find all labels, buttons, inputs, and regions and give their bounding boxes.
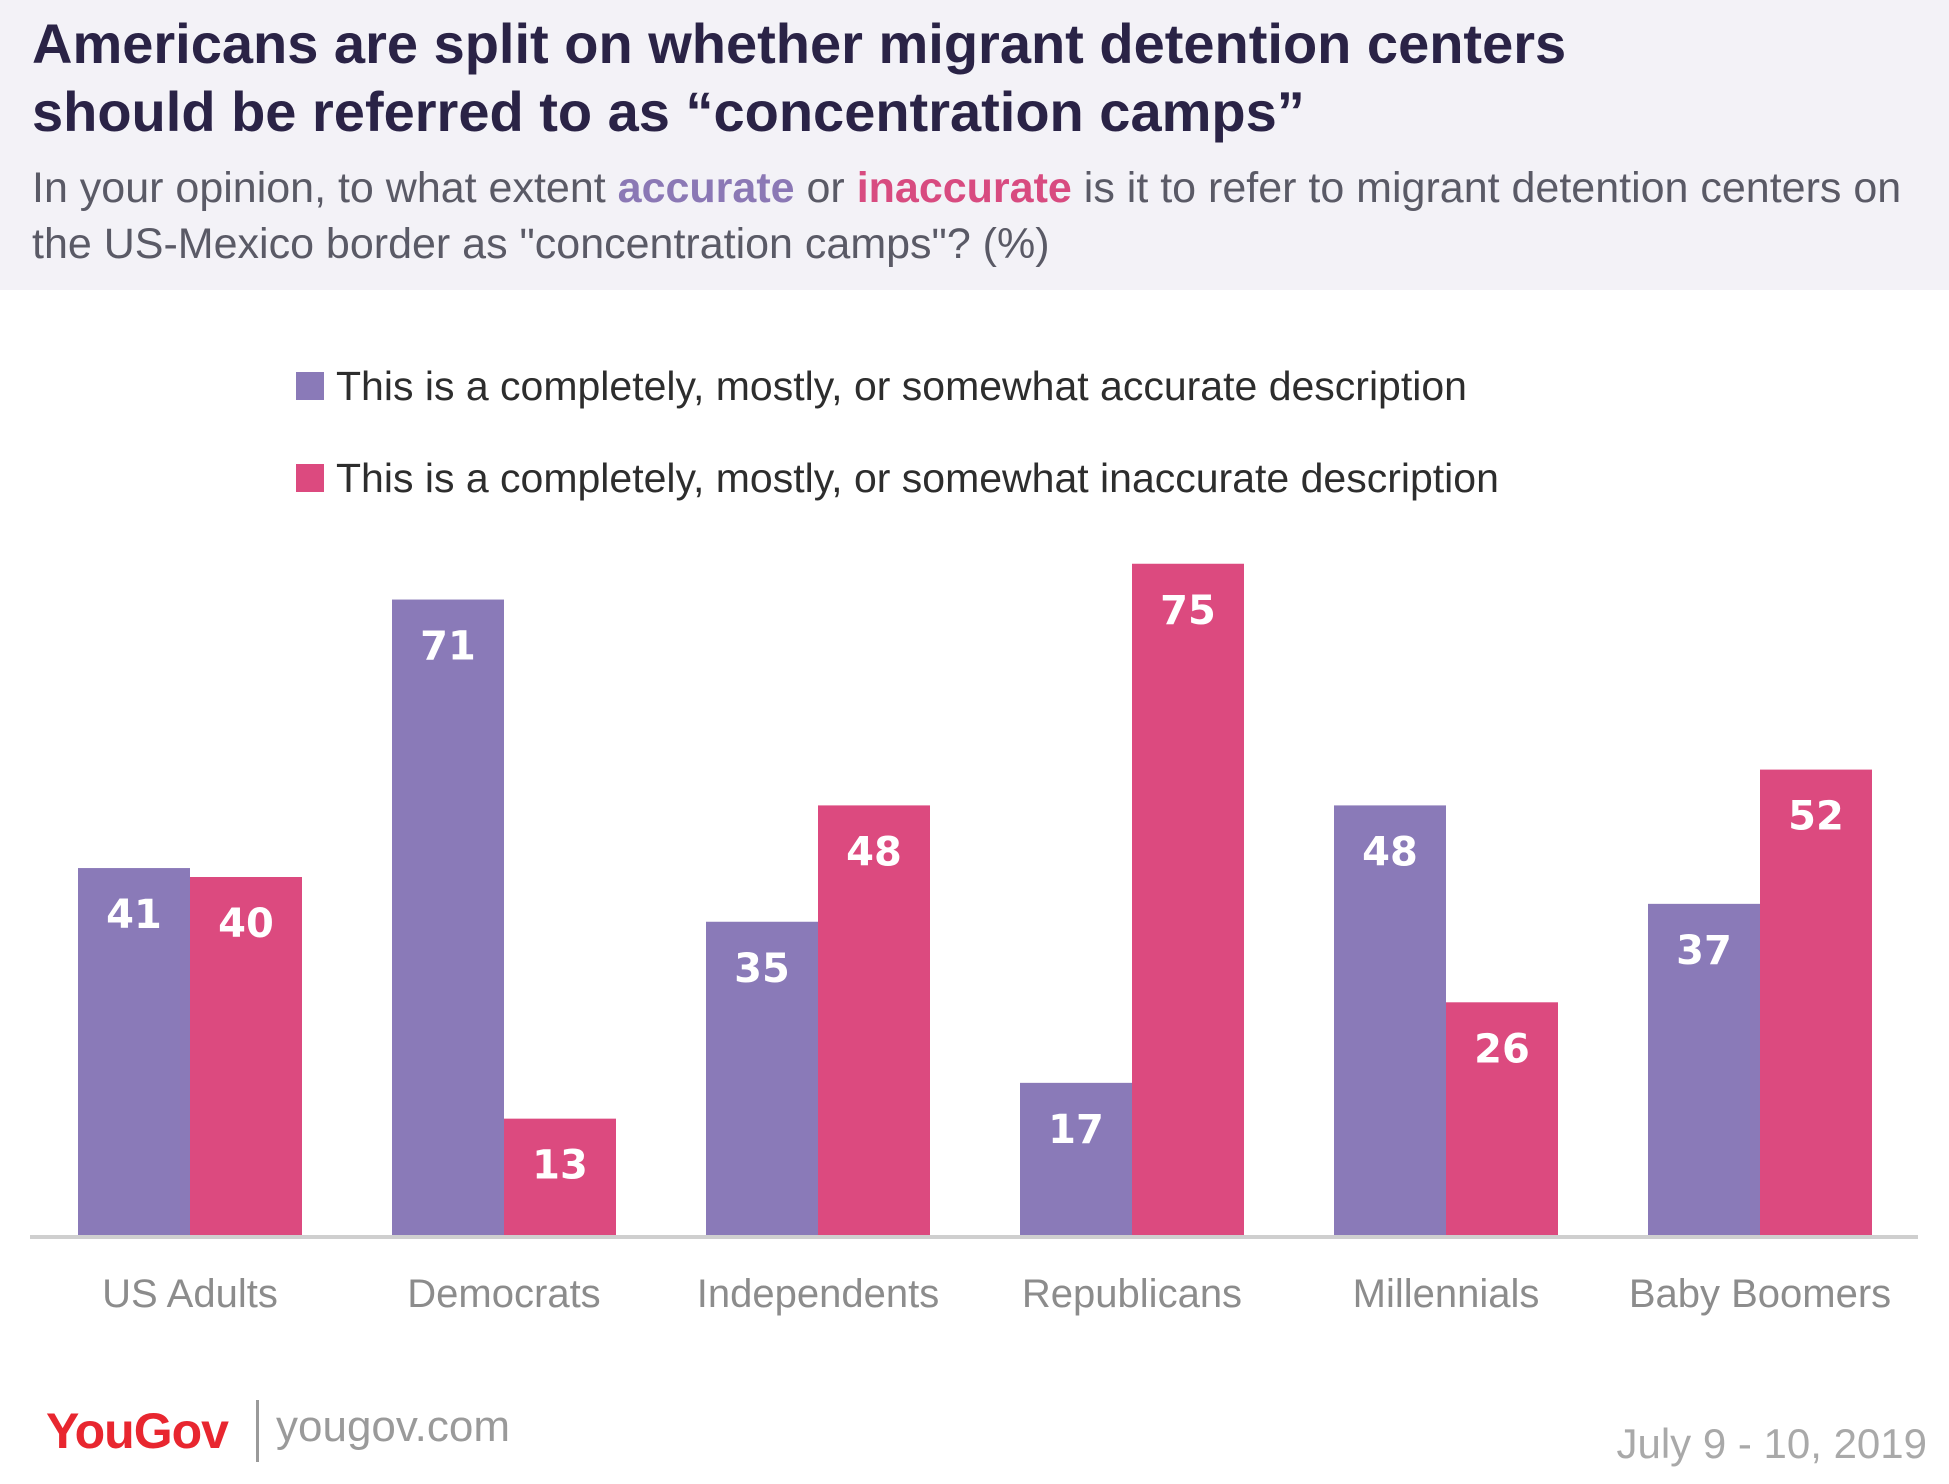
chart-legend: This is a completely, mostly, or somewha… xyxy=(296,340,1499,524)
bar-accurate-millennials xyxy=(1334,805,1446,1235)
chart-subtitle: In your opinion, to what extent accurate… xyxy=(32,160,1912,272)
bar-inaccurate-baby-boomers xyxy=(1760,769,1872,1235)
bar-inaccurate-republicans xyxy=(1132,563,1244,1235)
bar-inaccurate-us-adults xyxy=(190,877,302,1235)
bar-inaccurate-independents xyxy=(818,805,930,1235)
category-label: Republicans xyxy=(1022,1272,1242,1316)
data-label: 35 xyxy=(734,946,790,992)
yougov-logo: YouGov xyxy=(46,1403,229,1459)
data-label: 48 xyxy=(846,829,902,875)
category-label: Independents xyxy=(697,1272,939,1316)
header-panel: Americans are split on whether migrant d… xyxy=(0,0,1949,290)
bar-accurate-republicans xyxy=(1020,1082,1132,1235)
data-label: 40 xyxy=(218,901,274,947)
title-line-2: should be referred to as “concentration … xyxy=(32,80,1305,143)
legend-swatch-accurate xyxy=(296,372,324,400)
footer-url: yougov.com xyxy=(276,1402,510,1451)
data-label: 41 xyxy=(106,892,162,938)
legend-label-inaccurate: This is a completely, mostly, or somewha… xyxy=(336,454,1499,501)
data-label: 17 xyxy=(1048,1107,1104,1153)
bar-accurate-baby-boomers xyxy=(1648,903,1760,1235)
legend-item-accurate: This is a completely, mostly, or somewha… xyxy=(296,340,1499,432)
data-label: 13 xyxy=(532,1143,588,1189)
data-label: 37 xyxy=(1676,928,1732,974)
bar-accurate-independents xyxy=(706,921,818,1235)
legend-swatch-inaccurate xyxy=(296,464,324,492)
legend-item-inaccurate: This is a completely, mostly, or somewha… xyxy=(296,432,1499,524)
data-label: 52 xyxy=(1788,794,1844,840)
bar-accurate-us-adults xyxy=(78,868,190,1235)
bar-inaccurate-millennials xyxy=(1446,1002,1558,1235)
data-label: 48 xyxy=(1362,829,1418,875)
data-label: 75 xyxy=(1160,588,1216,634)
chart-title: Americans are split on whether migrant d… xyxy=(32,10,1912,146)
category-label: US Adults xyxy=(102,1272,278,1316)
subtitle-inaccurate: inaccurate xyxy=(856,164,1072,212)
footer-divider xyxy=(256,1400,259,1462)
subtitle-pre: In your opinion, to what extent xyxy=(32,164,618,212)
bar-accurate-democrats xyxy=(392,599,504,1235)
survey-date: July 9 - 10, 2019 xyxy=(1616,1420,1927,1467)
data-label: 71 xyxy=(420,624,476,670)
subtitle-post: is it to refer to migrant detention cent… xyxy=(32,164,1902,268)
subtitle-accurate: accurate xyxy=(617,164,795,212)
bar-inaccurate-democrats xyxy=(504,1118,616,1235)
category-label: Millennials xyxy=(1353,1272,1540,1316)
legend-label-accurate: This is a completely, mostly, or somewha… xyxy=(336,362,1467,409)
bar-chart: 41 40 US Adults 71 13 Democrats 35 48 Independen… xyxy=(30,563,1918,1316)
subtitle-mid: or xyxy=(794,164,857,212)
data-label: 26 xyxy=(1474,1026,1530,1072)
category-label: Baby Boomers xyxy=(1629,1272,1891,1316)
title-line-1: Americans are split on whether migrant d… xyxy=(32,12,1567,75)
category-label: Democrats xyxy=(407,1272,600,1316)
